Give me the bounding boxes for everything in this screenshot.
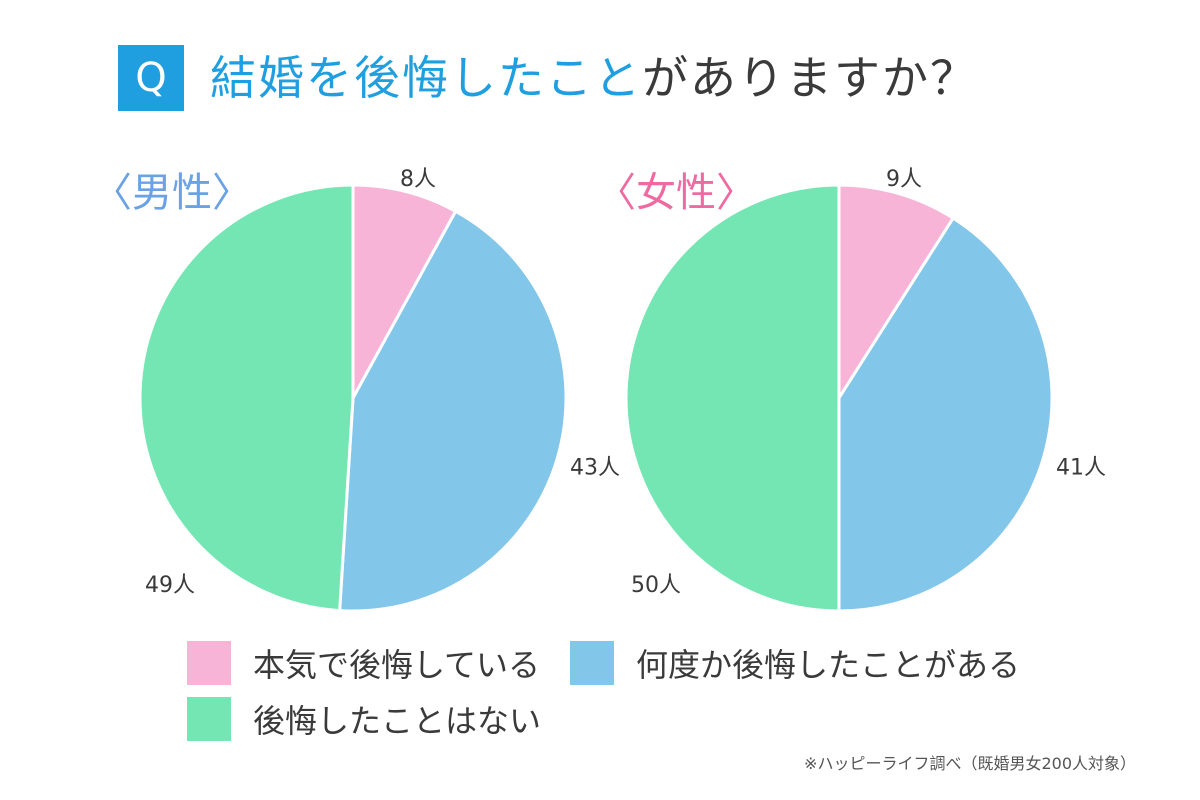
legend-swatch-never	[187, 697, 231, 741]
legend-label-never: 後悔したことはない	[253, 702, 542, 740]
slice-label-serious: 9人	[886, 167, 922, 192]
slice-label-several: 43人	[570, 455, 620, 480]
slice-label-never: 50人	[631, 573, 681, 598]
legend-label-serious: 本気で後悔している	[253, 646, 541, 684]
pie-slice-serious	[351, 183, 458, 399]
legend-item-never: 後悔したことはない	[187, 696, 541, 742]
source-note: ※ハッピーライフ調べ（既婚男女200人対象）	[804, 754, 1136, 773]
legend-item-serious: 本気で後悔している	[187, 640, 540, 686]
slice-label-serious: 8人	[400, 167, 436, 192]
pie-slice-several	[837, 216, 1054, 613]
legend-item-several: 何度か後悔したことがある	[570, 640, 1020, 686]
legend-swatch-several	[570, 641, 614, 685]
page-title: 結婚を後悔したことがありますか？	[210, 42, 978, 108]
pie-slice-never	[138, 183, 355, 613]
pie-slice-never	[624, 183, 841, 613]
legend-swatch-serious	[187, 641, 231, 685]
female-pie-chart: 9人 41人 50人	[624, 167, 1106, 613]
male-pie-chart: 8人 43人 49人	[138, 167, 620, 613]
question-badge: Q	[118, 45, 184, 111]
female-chart-title: 〈女性〉	[596, 170, 756, 216]
pie-slice-several	[338, 209, 568, 613]
pie-slice-serious	[837, 183, 956, 404]
title-highlight: 結婚を後悔したこと	[210, 51, 642, 105]
title-rest: がありますか？	[642, 51, 978, 105]
slice-label-several: 41人	[1056, 455, 1106, 480]
male-chart-title: 〈男性〉	[92, 170, 252, 216]
slice-label-never: 49人	[145, 573, 195, 598]
legend-label-several: 何度か後悔したことがある	[636, 646, 1021, 684]
